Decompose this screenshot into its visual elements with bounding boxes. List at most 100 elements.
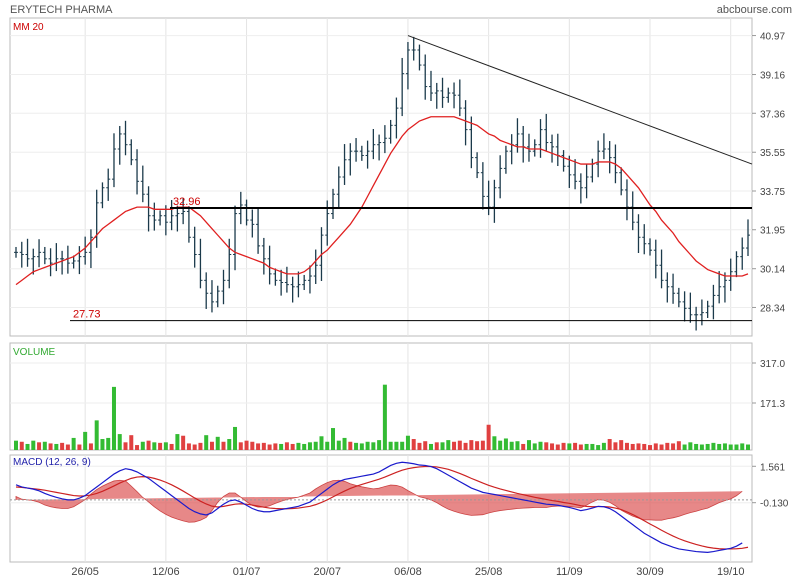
volume-bar: [596, 445, 601, 450]
volume-bar: [573, 442, 578, 450]
y-tick-label: 35.55: [760, 148, 785, 159]
volume-bar: [561, 442, 566, 450]
volume-bar: [734, 444, 739, 450]
volume-bar: [354, 442, 359, 450]
volume-bar: [181, 435, 186, 450]
volume-bar: [31, 440, 36, 450]
volume-bar: [244, 440, 249, 450]
volume-bar: [106, 437, 111, 450]
volume-bar: [526, 440, 531, 450]
volume-bar: [475, 441, 480, 450]
volume-bar: [613, 442, 618, 450]
volume-bar: [359, 443, 364, 450]
volume-bar: [624, 442, 629, 450]
volume-bar: [25, 443, 30, 450]
y-tick-label: 317.0: [760, 359, 785, 370]
volume-bar: [273, 443, 278, 450]
volume-bar: [728, 444, 733, 450]
price-frame: [9, 17, 753, 337]
volume-panel: 317.0 171.3: [10, 359, 785, 450]
volume-bar: [498, 440, 503, 450]
volume-bar: [428, 443, 433, 450]
volume-bar: [740, 443, 745, 450]
resistance-trendline: [407, 35, 753, 165]
x-tick-label: 01/07: [233, 566, 261, 578]
support-label: 27.73: [73, 309, 101, 321]
volume-bar: [284, 442, 289, 450]
volume-bar: [423, 441, 428, 450]
volume-bar: [584, 443, 589, 450]
volume-bar: [313, 441, 318, 450]
volume-bar: [550, 443, 555, 450]
volume-bar: [555, 444, 560, 450]
volume-bar: [676, 441, 681, 450]
volume-bar: [140, 441, 145, 450]
volume-bar: [371, 442, 376, 450]
volume-bar: [342, 437, 347, 450]
volume-bar: [256, 443, 261, 450]
volume-bar: [469, 440, 474, 450]
volume-bar: [653, 443, 658, 450]
volume-bar: [325, 441, 330, 450]
volume-bar: [699, 444, 704, 450]
volume-bar: [319, 436, 324, 450]
volume-bar: [411, 439, 416, 450]
volume-bar: [544, 442, 549, 450]
volume-bar: [746, 444, 750, 450]
support-label: 32.96: [173, 196, 201, 208]
volume-bar: [135, 445, 140, 450]
volume-bar: [175, 434, 180, 450]
volume-bar: [117, 434, 122, 450]
volume-bar: [267, 444, 272, 450]
volume-bar: [158, 442, 163, 450]
volume-bar: [509, 441, 514, 450]
volume-bar: [152, 442, 157, 450]
macd-title: MACD (12, 26, 9): [13, 457, 91, 468]
volume-bar: [77, 444, 82, 450]
x-tick-label: 26/05: [71, 566, 99, 578]
x-axis: 26/05 12/06 01/07 20/07 06/08 25/08 11/09 30/09…: [71, 566, 744, 578]
volume-bar: [405, 435, 410, 450]
volume-bar: [417, 442, 422, 450]
volume-bar: [400, 441, 405, 450]
volume-bar: [204, 435, 209, 450]
volume-bar: [636, 443, 641, 450]
volume-bar: [682, 444, 687, 450]
volume-bar: [88, 443, 93, 450]
y-tick-label: 33.75: [760, 187, 785, 198]
volume-bar: [659, 444, 664, 450]
volume-bar: [60, 442, 65, 450]
volume-bar: [238, 442, 243, 450]
volume-bar: [480, 440, 485, 450]
volume-bar: [532, 443, 537, 450]
volume-bar: [452, 441, 457, 450]
volume-bar: [331, 428, 336, 450]
price-panel: 40.97 39.16 37.36 35.55 33.75 31.95 30.14 28.34…: [10, 32, 785, 331]
x-tick-label: 25/08: [475, 566, 503, 578]
volume-bar: [538, 441, 543, 450]
volume-bar: [169, 443, 174, 450]
volume-bar: [630, 443, 635, 450]
volume-bar: [307, 442, 312, 450]
chart-title: ERYTECH PHARMA: [10, 4, 113, 16]
volume-bar: [388, 441, 393, 450]
y-tick-label: 39.16: [760, 71, 785, 82]
volume-bar: [94, 420, 99, 450]
volume-bar: [209, 441, 214, 450]
volume-bar: [382, 384, 387, 450]
ma-legend: MM 20: [13, 22, 44, 33]
volume-bar: [14, 440, 18, 450]
volume-bar: [37, 442, 42, 450]
volume-bar: [348, 441, 353, 450]
x-tick-label: 19/10: [717, 566, 745, 578]
volume-bar: [48, 443, 53, 450]
volume-bar: [163, 442, 168, 450]
volume-bar: [601, 442, 606, 450]
volume-bar: [186, 443, 191, 450]
y-tick-label: 31.95: [760, 226, 785, 237]
volume-bar: [71, 437, 76, 450]
volume-bar: [221, 441, 226, 450]
volume-title: VOLUME: [13, 347, 56, 358]
volume-bar: [446, 440, 451, 450]
volume-bar: [642, 443, 647, 450]
